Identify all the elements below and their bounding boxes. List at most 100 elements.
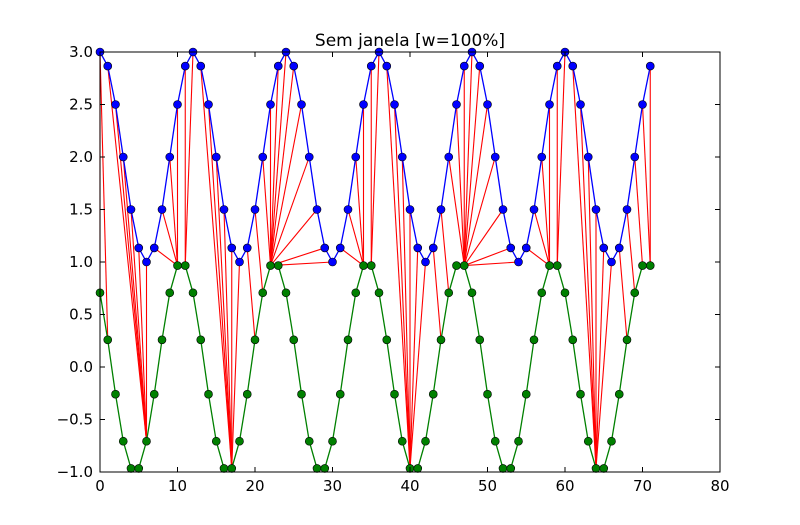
series-1-point (421, 257, 430, 267)
series-2-point (289, 335, 299, 345)
series-2-point (498, 464, 508, 473)
connection-line (634, 156, 644, 266)
series-1-point (514, 257, 523, 267)
series-1-point (428, 243, 438, 253)
series-2-point (242, 389, 252, 399)
series-1-point (436, 205, 446, 214)
series-1-point (576, 100, 585, 109)
series-1-point (235, 257, 244, 267)
series-1-point (529, 205, 539, 214)
connection-line (153, 247, 178, 267)
series-1-point (103, 61, 113, 71)
series-1-point (397, 152, 407, 162)
series-2-point (413, 464, 423, 473)
connection-line (269, 51, 287, 266)
series-1-point (537, 152, 547, 162)
y-tick-label: 0.0 (69, 358, 93, 376)
series-2-point (320, 464, 330, 473)
series-2-point (599, 464, 609, 473)
series-2-point (351, 288, 361, 298)
series-2-point (273, 261, 283, 270)
chart-title: Sem janela [w=100%] (315, 31, 505, 51)
connection-line (215, 156, 233, 469)
series-2-point (560, 288, 570, 298)
series-1-point (475, 61, 485, 71)
y-tick-label: 0.5 (69, 306, 93, 324)
series-2-point (529, 335, 539, 345)
series-2-point (165, 288, 175, 298)
series-1-point (196, 61, 206, 71)
series-1-point (490, 152, 500, 162)
series-2-point (490, 436, 500, 446)
y-tick-label: 3.0 (69, 43, 93, 61)
series-2-point (103, 335, 113, 345)
series-1-point (645, 61, 655, 71)
series-line-2 (99, 264, 651, 470)
series-1-point (568, 61, 578, 71)
series-2-point (312, 464, 322, 473)
series-1-point (242, 243, 252, 253)
series-2-point (304, 436, 314, 446)
series-1-point (545, 100, 554, 109)
connection-line (541, 156, 551, 266)
series-2-point (459, 261, 469, 270)
series-2-point (188, 288, 198, 298)
series-2-point (196, 335, 206, 345)
connection-line (595, 247, 605, 469)
y-tick-label: 2.0 (69, 148, 93, 166)
series-2-point (126, 464, 136, 473)
series-1-point (599, 243, 609, 253)
connection-line (525, 247, 550, 267)
series-2-point (335, 389, 345, 399)
y-tick-label: −1.0 (57, 463, 93, 481)
series-1-point (351, 152, 361, 162)
series-1-point (219, 205, 229, 214)
series-1-point (111, 100, 120, 109)
series-2-point (630, 288, 640, 298)
connection-line (254, 209, 264, 293)
series-2-point (576, 389, 585, 399)
connection-line (184, 51, 194, 266)
connection-line (386, 66, 411, 469)
series-2-point (266, 261, 275, 270)
connection-line (122, 156, 148, 442)
x-tick-label: 30 (323, 477, 342, 495)
connection-line (269, 66, 295, 266)
y-tick-label: 2.5 (69, 96, 93, 114)
y-tick-labels: −1.0 −0.5 0.0 0.5 1.0 1.5 2.0 2.5 3.0 (57, 43, 93, 481)
series-2-point (436, 335, 446, 345)
connection-line (463, 104, 489, 266)
series-2-point (452, 261, 461, 270)
series-2-point (506, 464, 516, 473)
connection-line (347, 209, 365, 266)
connection-line (641, 104, 651, 266)
series-1-point (343, 205, 353, 214)
series-1-point (165, 152, 175, 162)
series-lines (99, 50, 651, 470)
series-1-point (506, 243, 516, 253)
series-1-point (335, 243, 345, 253)
series-2-point (157, 335, 167, 345)
series-1-point (444, 152, 454, 162)
connection-line (463, 156, 496, 266)
connection-line (114, 104, 148, 442)
series-2-point (428, 389, 438, 399)
series-2-point (142, 436, 151, 446)
series-1-point (312, 205, 322, 214)
connection-line (464, 261, 519, 267)
series-1-point (614, 243, 624, 253)
series-2-point (281, 288, 291, 298)
connection-line (533, 209, 551, 266)
series-1-point (630, 152, 640, 162)
x-tick-label: 40 (400, 477, 419, 495)
axis-ticks (99, 51, 721, 473)
series-2-point (444, 288, 454, 298)
series-1-point (413, 243, 423, 253)
connection-line (339, 247, 364, 267)
series-2-point (359, 261, 368, 270)
connection-line (464, 247, 511, 267)
series-2-point (366, 261, 376, 270)
series-2-point (421, 436, 430, 446)
series-2-point (607, 436, 616, 446)
series-2-point (111, 389, 120, 399)
